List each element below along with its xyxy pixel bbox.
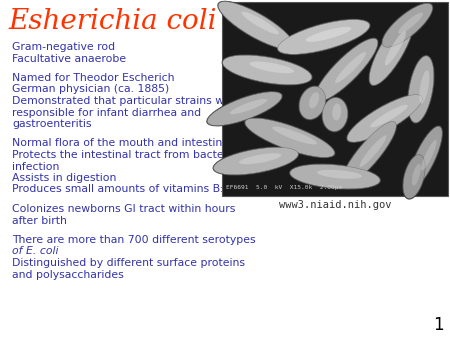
Ellipse shape — [369, 15, 414, 86]
Ellipse shape — [335, 52, 366, 83]
Ellipse shape — [398, 13, 423, 34]
Ellipse shape — [249, 62, 294, 73]
Ellipse shape — [322, 98, 348, 131]
Ellipse shape — [242, 11, 279, 34]
Ellipse shape — [402, 154, 426, 199]
Text: gastroenteritis: gastroenteritis — [12, 119, 91, 129]
Text: of E. coli: of E. coli — [12, 246, 58, 257]
Ellipse shape — [223, 55, 312, 84]
Text: Facultative anaerobe: Facultative anaerobe — [12, 53, 126, 64]
Ellipse shape — [381, 2, 433, 48]
Ellipse shape — [214, 147, 298, 175]
Ellipse shape — [369, 16, 414, 85]
Text: after birth: after birth — [12, 216, 67, 225]
Ellipse shape — [342, 121, 396, 185]
Text: 1: 1 — [433, 316, 444, 334]
Ellipse shape — [277, 19, 371, 55]
Ellipse shape — [299, 87, 326, 119]
Ellipse shape — [385, 31, 406, 66]
Text: EF6691  5.0  kV  X15.0k  2.00µm: EF6691 5.0 kV X15.0k 2.00µm — [226, 185, 342, 190]
Ellipse shape — [382, 3, 432, 47]
Ellipse shape — [272, 126, 317, 144]
Ellipse shape — [408, 56, 434, 123]
Ellipse shape — [407, 55, 435, 124]
Text: Protects the intestinal tract from bacterial: Protects the intestinal tract from bacte… — [12, 150, 241, 160]
Text: German physician (ca. 1885): German physician (ca. 1885) — [12, 84, 169, 95]
Text: Produces small amounts of vitamins B₁₂ and K: Produces small amounts of vitamins B₁₂ a… — [12, 185, 263, 194]
Ellipse shape — [290, 164, 380, 189]
Bar — [222, 2, 448, 196]
Text: www3.niaid.nih.gov: www3.niaid.nih.gov — [279, 200, 391, 210]
Ellipse shape — [321, 97, 349, 132]
Ellipse shape — [314, 38, 378, 102]
Ellipse shape — [408, 125, 443, 189]
Ellipse shape — [421, 140, 436, 171]
Ellipse shape — [346, 94, 423, 143]
Text: Colonizes newborns GI tract within hours: Colonizes newborns GI tract within hours — [12, 204, 235, 214]
Ellipse shape — [245, 118, 335, 158]
Ellipse shape — [278, 20, 369, 54]
Ellipse shape — [315, 39, 378, 101]
Ellipse shape — [309, 92, 319, 108]
Ellipse shape — [206, 91, 283, 126]
Ellipse shape — [403, 154, 425, 198]
Ellipse shape — [347, 95, 423, 142]
Text: responsible for infant diarrhea and: responsible for infant diarrhea and — [12, 107, 201, 118]
Ellipse shape — [360, 136, 387, 167]
Ellipse shape — [212, 146, 299, 176]
Text: Distinguished by different surface proteins: Distinguished by different surface prote… — [12, 258, 245, 268]
Ellipse shape — [244, 117, 336, 158]
Text: and polysaccharides: and polysaccharides — [12, 269, 124, 280]
Ellipse shape — [239, 153, 281, 164]
Ellipse shape — [207, 92, 282, 125]
Ellipse shape — [409, 126, 442, 188]
Text: Named for Theodor Escherich: Named for Theodor Escherich — [12, 73, 175, 83]
Ellipse shape — [289, 163, 381, 190]
Ellipse shape — [341, 121, 397, 186]
Text: Esherichia coli: Esherichia coli — [8, 8, 216, 35]
Ellipse shape — [217, 1, 294, 50]
Ellipse shape — [370, 105, 408, 127]
Ellipse shape — [230, 99, 267, 114]
Text: Gram-negative rod: Gram-negative rod — [12, 42, 115, 52]
Ellipse shape — [412, 164, 421, 186]
Text: infection: infection — [12, 162, 59, 171]
Ellipse shape — [306, 27, 351, 42]
Ellipse shape — [298, 86, 327, 120]
Ellipse shape — [222, 54, 313, 86]
Ellipse shape — [218, 2, 293, 49]
Text: Demonstrated that particular strains were: Demonstrated that particular strains wer… — [12, 96, 242, 106]
Text: Assists in digestion: Assists in digestion — [12, 173, 117, 183]
Text: There are more than 700 different serotypes: There are more than 700 different seroty… — [12, 235, 256, 245]
Ellipse shape — [332, 103, 341, 120]
Ellipse shape — [317, 170, 362, 179]
Text: Normal flora of the mouth and intestine: Normal flora of the mouth and intestine — [12, 139, 229, 148]
Ellipse shape — [419, 70, 429, 104]
